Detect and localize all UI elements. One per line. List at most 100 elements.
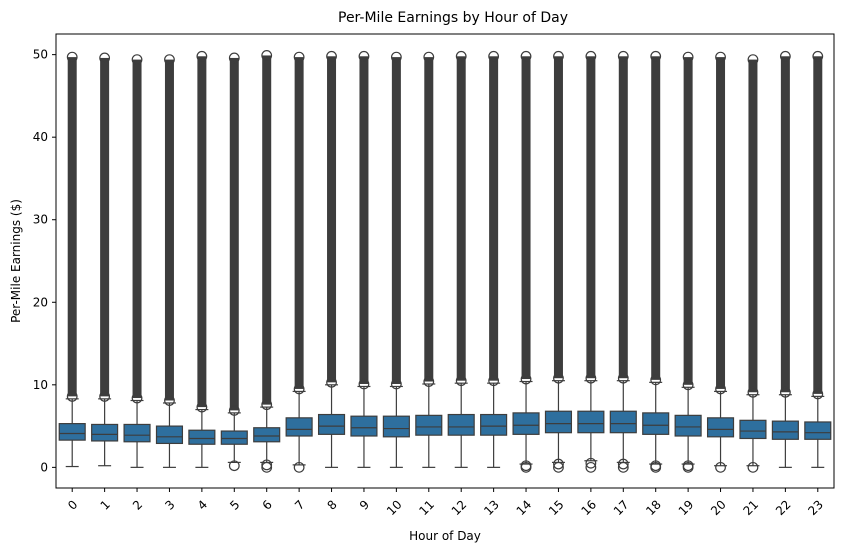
- x-tick-label: 7: [292, 497, 307, 512]
- x-tick-label: 3: [162, 497, 177, 512]
- outlier-band: [716, 57, 726, 389]
- x-axis: 0 1 2 3 4 5 6 7 8 9 10 11 12 13 14 15 16 17 18 19 20 21 22 23: [65, 488, 826, 518]
- y-tick-label: 50: [33, 48, 48, 62]
- x-tick-label: 11: [416, 497, 437, 518]
- box-iqr: [317, 413, 346, 435]
- box-group-hour-13: [480, 50, 508, 468]
- outlier-point: [164, 54, 175, 65]
- chart-title: Per-Mile Earnings by Hour of Day: [338, 10, 568, 26]
- box-group-hour-0: [58, 51, 86, 468]
- box-group-hour-18: [642, 50, 670, 473]
- outlier-point: [196, 50, 208, 62]
- box-iqr: [188, 429, 216, 445]
- outlier-point: [682, 51, 694, 63]
- box-iqr: [706, 417, 735, 438]
- y-tick-label: 30: [33, 213, 48, 227]
- outlier-band: [67, 57, 77, 397]
- x-axis-label: Hour of Day: [409, 529, 481, 543]
- box-group-hour-6: [253, 50, 281, 473]
- y-axis: 0 10 20 30 40 50: [33, 48, 56, 474]
- box-iqr: [58, 423, 86, 441]
- x-tick-label: 15: [546, 497, 567, 518]
- x-tick-label: 22: [773, 497, 794, 518]
- x-tick-label: 8: [324, 497, 339, 512]
- box-group-hour-10: [382, 51, 410, 468]
- outlier-band: [456, 56, 466, 381]
- y-tick-label: 40: [33, 130, 48, 144]
- box-group-hour-11: [415, 51, 443, 468]
- box-iqr: [480, 413, 508, 436]
- outlier-band: [651, 56, 661, 380]
- y-axis-label: Per-Mile Earnings ($): [9, 199, 23, 323]
- outlier-point: [585, 461, 597, 473]
- x-tick-label: 10: [384, 497, 405, 518]
- box-iqr: [771, 420, 799, 440]
- outlier-point: [423, 51, 435, 63]
- x-tick-label: 6: [260, 497, 275, 512]
- x-tick-label: 17: [611, 497, 632, 518]
- outlier-point: [261, 50, 273, 61]
- box-iqr: [642, 412, 670, 435]
- outlier-band: [100, 57, 110, 397]
- y-tick-label: 10: [33, 378, 48, 392]
- outlier-point: [488, 50, 500, 62]
- box-group-hour-8: [317, 50, 346, 468]
- box-iqr: [739, 419, 767, 440]
- box-group-hour-1: [91, 52, 119, 467]
- x-tick-label: 18: [643, 497, 664, 518]
- x-tick-label: 19: [676, 497, 697, 518]
- outlier-point: [358, 50, 370, 62]
- outlier-band: [618, 56, 628, 379]
- box-group-hour-14: [512, 50, 540, 473]
- x-tick-label: 14: [514, 497, 535, 518]
- x-tick-label: 21: [740, 497, 761, 518]
- box-group-hour-15: [544, 50, 573, 473]
- outlier-band: [586, 56, 596, 379]
- outlier-band: [327, 56, 337, 383]
- box-group-hour-3: [155, 54, 184, 468]
- box-group-hour-4: [188, 50, 216, 468]
- outlier-point: [812, 50, 824, 62]
- outlier-band: [521, 56, 531, 380]
- box-iqr: [123, 423, 151, 443]
- box-iqr: [220, 430, 248, 445]
- outlier-point: [293, 51, 305, 63]
- box-group-hour-2: [123, 54, 151, 468]
- outlier-band: [262, 55, 272, 405]
- outlier-band: [294, 57, 304, 389]
- box-iqr: [577, 410, 605, 434]
- box-group-hour-20: [706, 51, 735, 473]
- x-tick-label: 1: [98, 497, 113, 512]
- box-group-hour-21: [739, 54, 767, 473]
- outlier-point: [617, 50, 629, 62]
- box-iqr: [415, 414, 443, 436]
- outlier-band: [359, 56, 369, 384]
- outlier-band: [164, 59, 174, 401]
- outlier-point: [326, 50, 337, 62]
- box-iqr: [350, 415, 378, 437]
- plot-frame: [55, 33, 835, 489]
- x-tick-label: 23: [805, 497, 826, 518]
- box-iqr: [544, 410, 573, 434]
- outlier-point: [553, 50, 564, 62]
- outlier-point: [520, 50, 532, 62]
- y-tick-label: 20: [33, 295, 48, 309]
- x-tick-label: 16: [578, 497, 599, 518]
- box-group-hour-17: [609, 50, 637, 473]
- box-iqr: [382, 415, 410, 438]
- outlier-band: [229, 57, 239, 411]
- outlier-point: [455, 50, 467, 62]
- x-tick-label: 5: [227, 497, 242, 512]
- outlier-point: [390, 51, 402, 63]
- box-iqr: [447, 413, 475, 436]
- box-group-hour-19: [674, 51, 702, 473]
- outlier-point: [66, 51, 78, 63]
- outlier-point: [228, 52, 240, 64]
- box-group-hour-23: [804, 50, 832, 468]
- outlier-band: [132, 59, 142, 399]
- outlier-band: [683, 57, 693, 385]
- x-tick-label: 20: [708, 497, 729, 518]
- outlier-point: [585, 50, 597, 62]
- outlier-band: [197, 56, 207, 408]
- box-group-hour-12: [447, 50, 475, 468]
